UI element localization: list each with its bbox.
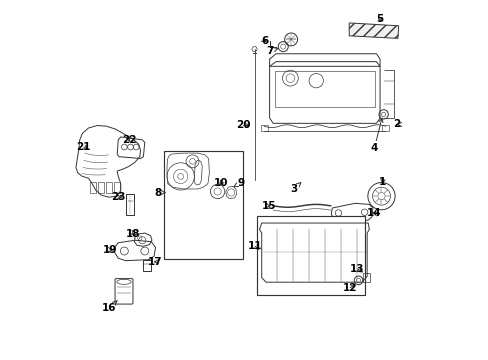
- Bar: [274, 71, 375, 107]
- Bar: [362, 273, 369, 282]
- Bar: [163, 151, 242, 259]
- Bar: [381, 125, 388, 131]
- Text: 5: 5: [376, 14, 383, 24]
- Bar: [260, 125, 267, 131]
- Text: 4: 4: [370, 118, 382, 153]
- Text: 18: 18: [125, 229, 140, 239]
- Text: 7: 7: [266, 46, 277, 56]
- Text: 1: 1: [378, 177, 386, 187]
- Text: 20: 20: [236, 121, 250, 130]
- Text: 11: 11: [247, 241, 262, 251]
- Text: 19: 19: [102, 245, 117, 255]
- Text: 21: 21: [77, 142, 91, 152]
- Text: 12: 12: [343, 283, 357, 293]
- Bar: [143, 260, 150, 271]
- Text: 8: 8: [154, 188, 165, 198]
- Text: 2: 2: [392, 120, 401, 129]
- Text: 22: 22: [122, 135, 136, 145]
- Text: 16: 16: [102, 301, 117, 314]
- Text: 13: 13: [349, 264, 364, 274]
- Polygon shape: [348, 23, 398, 39]
- Text: 23: 23: [111, 192, 125, 202]
- Bar: [114, 182, 120, 193]
- Bar: [106, 182, 112, 193]
- Bar: [348, 220, 360, 228]
- Text: 14: 14: [366, 208, 381, 218]
- Text: 6: 6: [261, 36, 268, 46]
- Bar: [257, 216, 364, 295]
- Text: 17: 17: [148, 257, 163, 267]
- Bar: [98, 182, 104, 193]
- Text: 15: 15: [261, 201, 276, 211]
- Text: 10: 10: [214, 178, 228, 188]
- Text: 3: 3: [290, 183, 300, 194]
- Bar: [126, 194, 134, 215]
- Text: 9: 9: [233, 178, 244, 188]
- Bar: [90, 182, 96, 193]
